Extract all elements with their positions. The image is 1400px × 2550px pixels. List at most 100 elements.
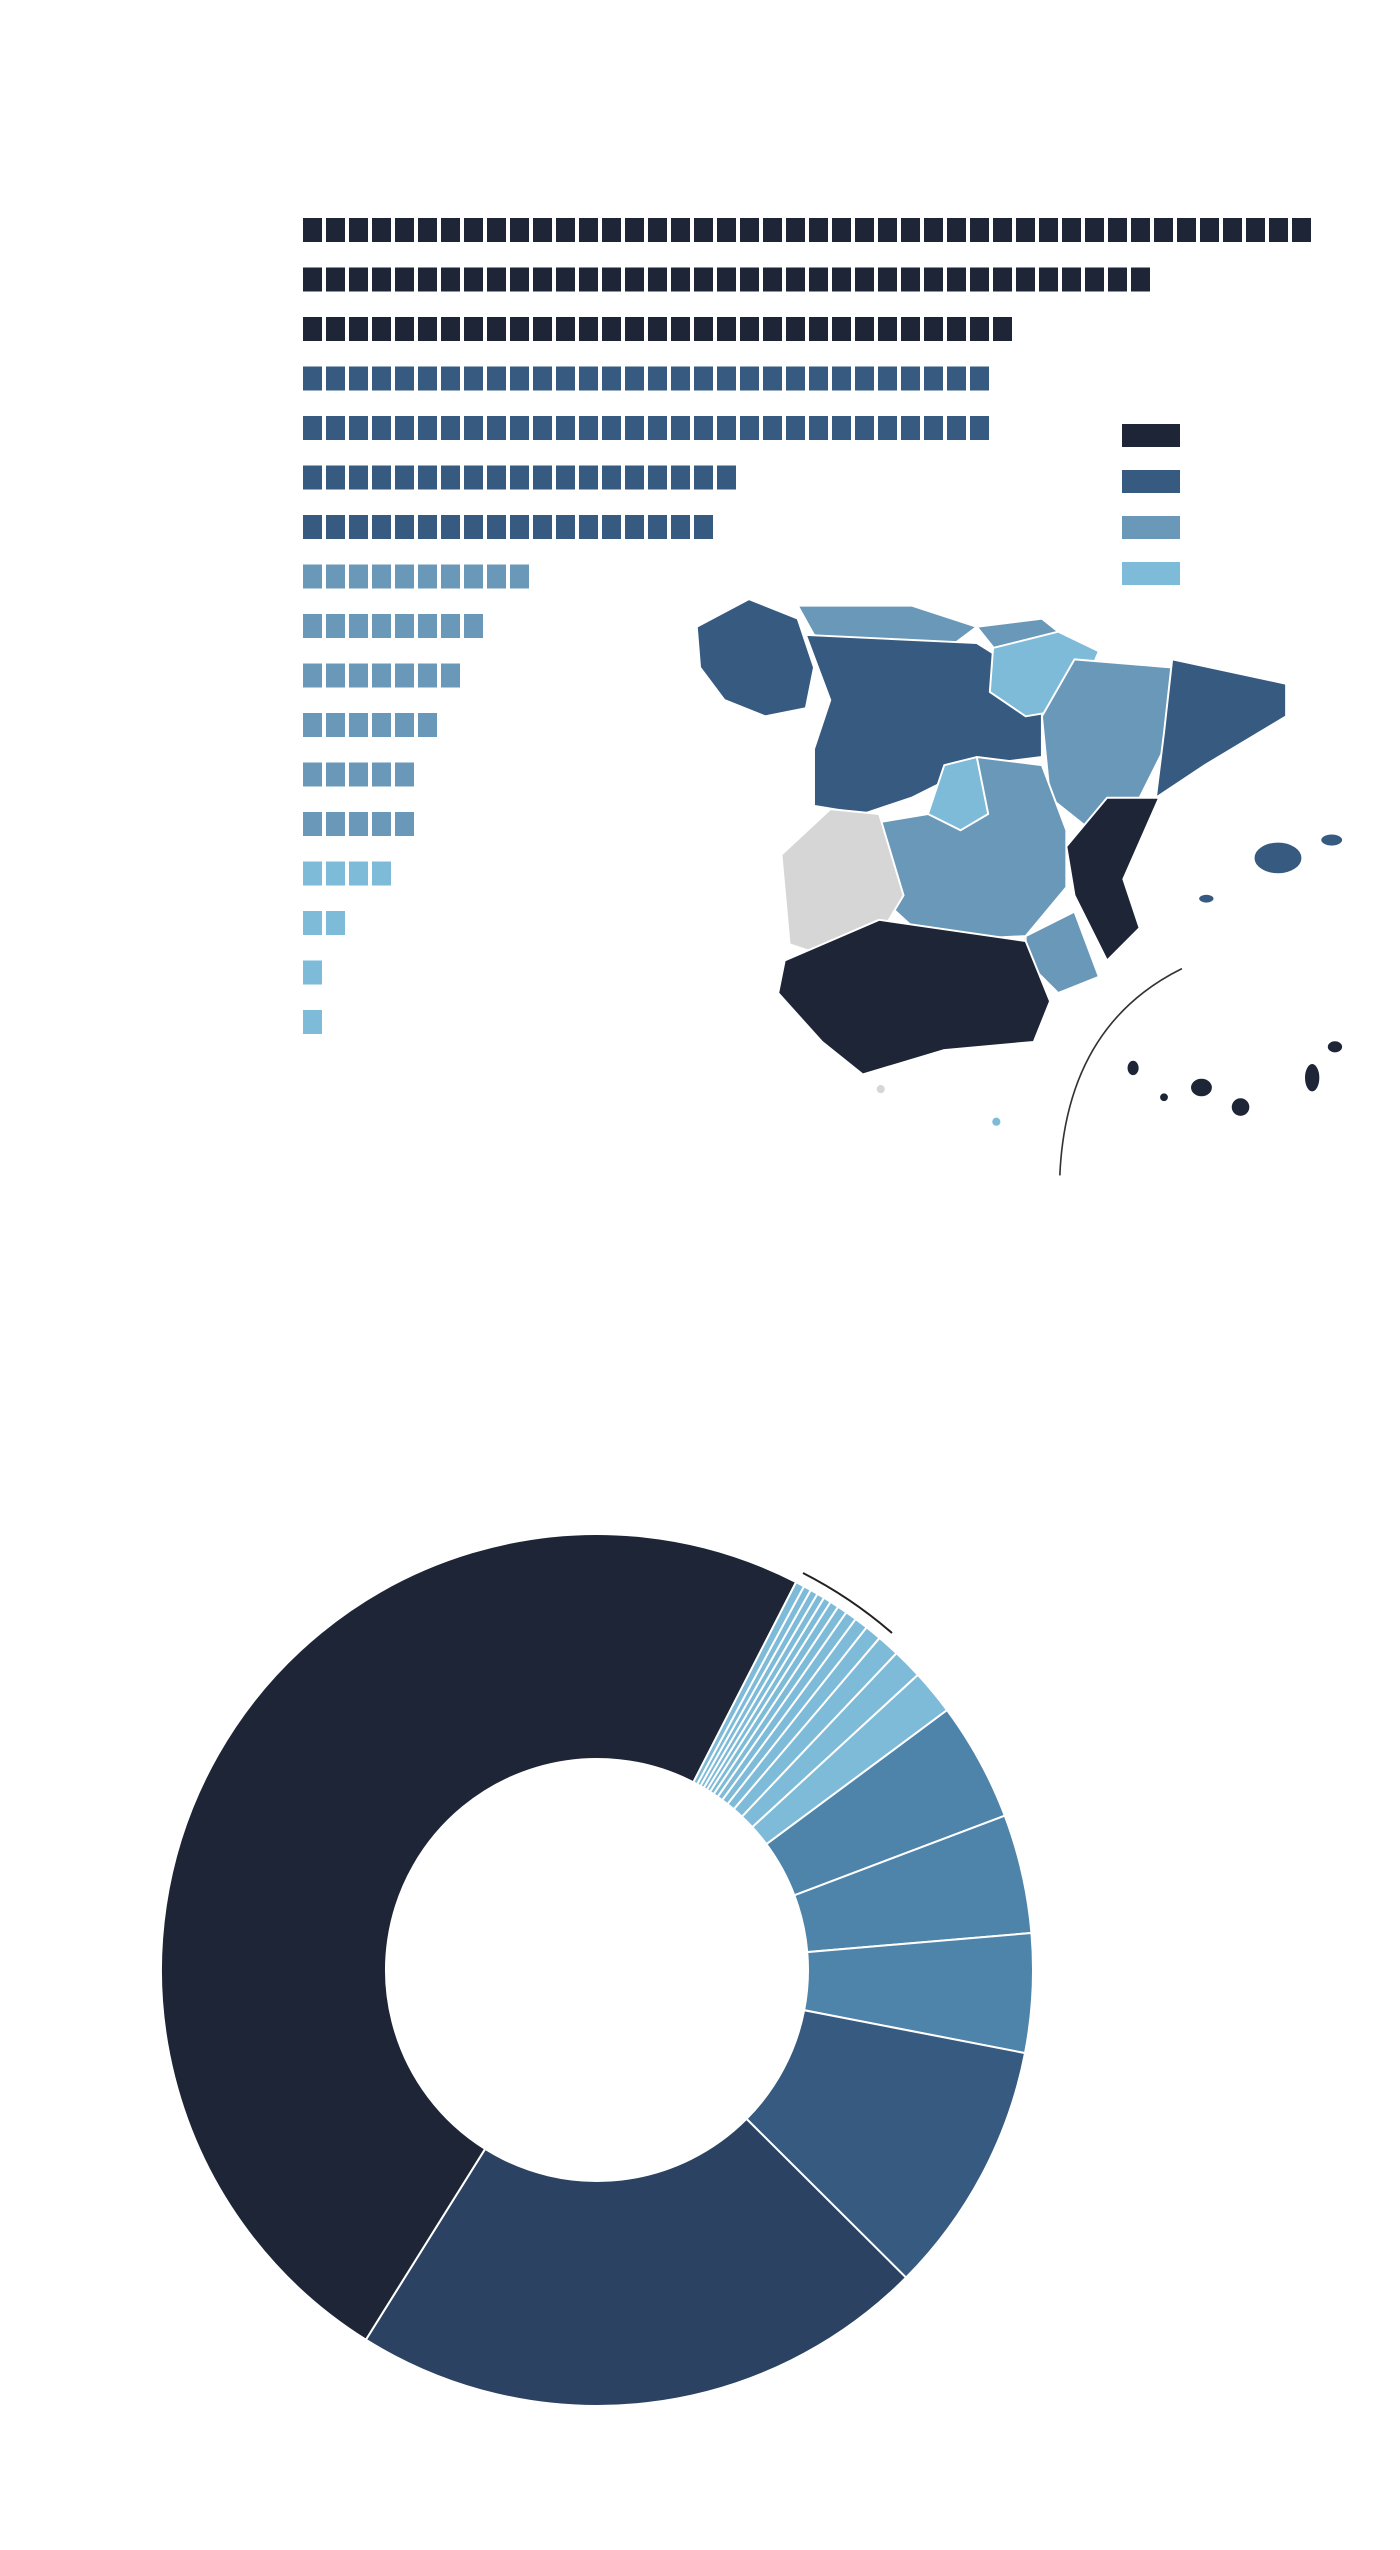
waffle-square (671, 515, 690, 539)
waffle-square (418, 366, 437, 391)
waffle-row (303, 218, 1311, 242)
waffle-square (602, 416, 621, 440)
waffle-square (855, 218, 874, 242)
waffle-square (694, 317, 713, 341)
legend-swatch (1122, 470, 1180, 493)
waffle-square (418, 614, 437, 638)
waffle-square (1039, 267, 1058, 292)
waffle-square (809, 366, 828, 391)
waffle-square (1177, 218, 1196, 242)
waffle-square (717, 218, 736, 242)
waffle-square (763, 317, 782, 341)
waffle-square (924, 366, 943, 391)
waffle-square (395, 713, 414, 737)
waffle-square (855, 317, 874, 341)
waffle-square (372, 515, 391, 539)
waffle-square (326, 663, 345, 688)
waffle-square (1269, 218, 1288, 242)
waffle-square (441, 317, 460, 341)
waffle-square (395, 465, 414, 490)
region (1158, 1091, 1170, 1104)
waffle-square (372, 713, 391, 737)
waffle-square (533, 515, 552, 539)
waffle-square (947, 218, 966, 242)
waffle-square (602, 366, 621, 391)
waffle-square (418, 564, 437, 589)
waffle-square (303, 416, 322, 440)
waffle-square (349, 812, 368, 836)
waffle-square (878, 317, 897, 341)
waffle-square (418, 416, 437, 440)
waffle-square (487, 564, 506, 589)
waffle-square (464, 366, 483, 391)
waffle-square (970, 416, 989, 440)
waffle-square (924, 416, 943, 440)
legend-swatch (1122, 424, 1180, 447)
waffle-square (648, 267, 667, 292)
waffle-square (395, 317, 414, 341)
waffle-square (717, 366, 736, 391)
waffle-square (809, 416, 828, 440)
waffle-square (349, 762, 368, 787)
waffle-square (740, 218, 759, 242)
waffle-square (855, 366, 874, 391)
waffle-square (441, 614, 460, 638)
waffle-square (395, 218, 414, 242)
waffle-square (901, 416, 920, 440)
waffle-square (510, 465, 529, 490)
waffle-square (924, 218, 943, 242)
waffle-square (1085, 218, 1104, 242)
waffle-square (487, 416, 506, 440)
waffle-square (947, 317, 966, 341)
region (1229, 1096, 1252, 1118)
waffle-square (418, 515, 437, 539)
waffle-square (326, 762, 345, 787)
waffle-square (1154, 218, 1173, 242)
waffle-square (395, 762, 414, 787)
waffle-square (349, 713, 368, 737)
waffle-square (556, 515, 575, 539)
waffle-row (303, 663, 460, 688)
waffle-square (464, 416, 483, 440)
waffle-square (602, 317, 621, 341)
waffle-square (464, 218, 483, 242)
waffle-square (901, 366, 920, 391)
waffle-square (993, 218, 1012, 242)
waffle-square (901, 218, 920, 242)
waffle-square (372, 416, 391, 440)
waffle-square (533, 366, 552, 391)
waffle-square (694, 465, 713, 490)
waffle-square (303, 317, 322, 341)
waffle-square (809, 218, 828, 242)
waffle-row (303, 1010, 322, 1034)
annotation-arc (802, 1572, 893, 1634)
waffle-square (671, 416, 690, 440)
waffle-square (947, 267, 966, 292)
waffle-square (326, 465, 345, 490)
waffle-square (786, 366, 805, 391)
waffle-square (487, 515, 506, 539)
waffle-square (372, 614, 391, 638)
waffle-square (487, 465, 506, 490)
waffle-row (303, 713, 437, 737)
waffle-square (625, 416, 644, 440)
waffle-square (809, 317, 828, 341)
waffle-square (832, 218, 851, 242)
waffle-square (625, 267, 644, 292)
waffle-square (372, 267, 391, 292)
region (1189, 1076, 1214, 1099)
waffle-square (372, 218, 391, 242)
waffle-square (556, 416, 575, 440)
region (1065, 796, 1161, 962)
waffle-square (303, 267, 322, 292)
region (1197, 892, 1216, 905)
waffle-square (740, 317, 759, 341)
waffle-square (326, 218, 345, 242)
waffle-square (349, 416, 368, 440)
waffle-square (625, 218, 644, 242)
waffle-square (464, 614, 483, 638)
waffle-square (763, 218, 782, 242)
waffle-square (510, 218, 529, 242)
waffle-square (648, 515, 667, 539)
waffle-square (510, 416, 529, 440)
